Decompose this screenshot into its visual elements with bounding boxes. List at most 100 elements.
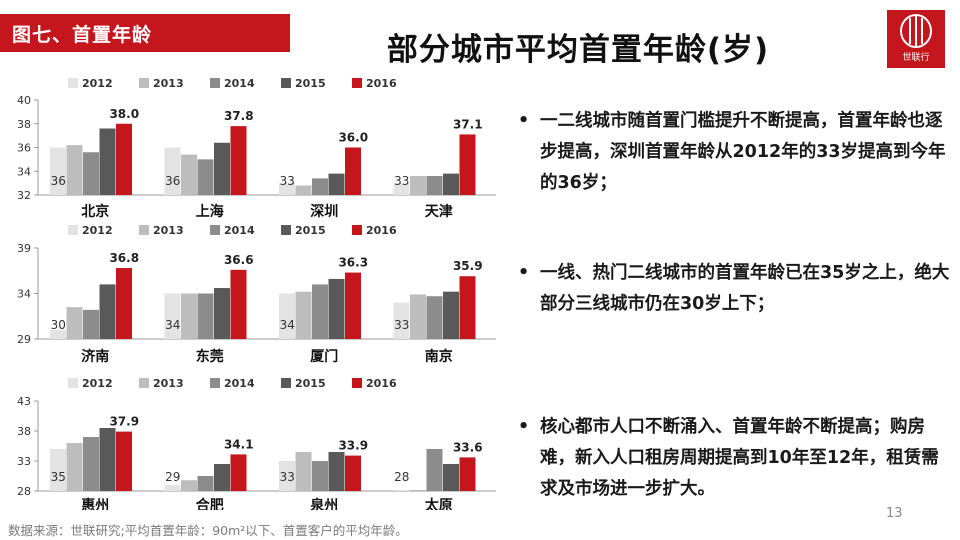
- page-title: 部分城市平均首置年龄(岁): [386, 32, 770, 68]
- data-label-2012: 28: [394, 470, 409, 484]
- y-tick-label: 40: [17, 94, 31, 107]
- bar: [410, 176, 426, 195]
- bar: [116, 268, 132, 339]
- bar: [443, 464, 459, 491]
- legend-swatch: [210, 225, 220, 235]
- category-label: 南京: [425, 348, 453, 365]
- y-tick-label: 39: [17, 242, 31, 255]
- y-tick-label: 34: [17, 165, 31, 178]
- bar: [164, 147, 181, 195]
- data-label-2016: 33.9: [338, 439, 368, 453]
- bar: [312, 461, 328, 491]
- bar: [279, 183, 295, 195]
- bar: [279, 293, 295, 339]
- logo-mark-icon: [900, 14, 932, 48]
- data-source-note: 数据来源：世联研究;平均首置年龄：90m²以下、首置客户的平均年龄。: [8, 523, 408, 538]
- legend-label: 2016: [366, 377, 397, 390]
- bar: [328, 452, 345, 491]
- bar: [312, 284, 328, 339]
- bar: [426, 176, 443, 195]
- legend-label: 2012: [82, 377, 113, 390]
- bar: [197, 476, 214, 491]
- bar: [295, 452, 312, 491]
- bar: [181, 480, 197, 491]
- legend-swatch: [68, 225, 78, 235]
- legend-label: 2015: [295, 224, 326, 237]
- bullet-text: 一二线城市随首置门槛提升不断提高，首置年龄也逐步提高，深圳首置年龄从2012年的…: [540, 111, 946, 193]
- legend-label: 2016: [366, 77, 397, 90]
- bar: [214, 464, 230, 491]
- y-tick-label: 29: [17, 333, 31, 346]
- bar: [99, 428, 116, 491]
- bar: [116, 431, 132, 491]
- category-label: 东莞: [196, 348, 224, 365]
- bar: [426, 296, 443, 339]
- category-label: 深圳: [310, 203, 338, 220]
- data-label-2012: 36: [51, 174, 66, 188]
- bullet-point-3: • 核心都市人口不断涌入、首置年龄不断提高；购房难，新入人口租房周期提高到10年…: [518, 412, 950, 505]
- bullet-point-2: • 一线、热门二线城市的首置年龄已在35岁之上，绝大部分三线城市仍在30岁上下；: [518, 258, 950, 320]
- bar: [393, 183, 410, 195]
- bar: [66, 145, 83, 195]
- bar: [214, 142, 230, 195]
- data-label-2012: 33: [394, 318, 409, 332]
- bar: [459, 134, 476, 195]
- bar: [230, 126, 247, 195]
- bar: [230, 454, 247, 491]
- section-tag: 图七、首置年龄: [0, 14, 290, 52]
- legend-label: 2014: [224, 224, 255, 237]
- bar: [66, 443, 83, 491]
- y-tick-label: 32: [17, 189, 31, 202]
- data-label-2016: 36.3: [338, 256, 368, 270]
- bullet-dot: •: [518, 263, 530, 283]
- bar: [443, 291, 459, 339]
- page-number: 13: [886, 506, 903, 521]
- bar: [197, 293, 214, 339]
- data-label-2016: 36.0: [338, 131, 368, 145]
- y-tick-label: 38: [17, 118, 31, 131]
- y-tick-label: 36: [17, 142, 31, 155]
- bar: [279, 461, 295, 491]
- legend-swatch: [139, 225, 149, 235]
- bar: [328, 173, 345, 195]
- data-label-2012: 34: [280, 318, 295, 332]
- bullet-dot: •: [518, 111, 530, 131]
- legend-swatch: [352, 78, 362, 88]
- data-label-2016: 34.1: [224, 437, 254, 451]
- legend-swatch: [210, 378, 220, 388]
- category-label: 上海: [196, 203, 224, 220]
- data-label-2012: 33: [280, 470, 295, 484]
- legend-label: 2012: [82, 77, 113, 90]
- bar: [426, 449, 443, 491]
- legend-label: 2013: [153, 77, 184, 90]
- bar: [410, 490, 426, 491]
- bar: [393, 490, 410, 491]
- bar: [83, 152, 99, 195]
- data-label-2016: 37.8: [224, 109, 254, 123]
- legend-swatch: [281, 378, 291, 388]
- bar: [99, 284, 116, 339]
- legend-swatch: [281, 225, 291, 235]
- data-label-2016: 33.6: [453, 440, 483, 454]
- bar: [83, 309, 99, 339]
- legend-swatch: [281, 78, 291, 88]
- bar: [214, 288, 230, 339]
- bar: [83, 437, 99, 491]
- y-tick-label: 33: [17, 455, 31, 468]
- bar: [345, 455, 361, 491]
- logo-text: 世联行: [902, 53, 930, 63]
- data-label-2016: 36.8: [109, 251, 139, 265]
- bullet-point-1: • 一二线城市随首置门槛提升不断提高，首置年龄也逐步提高，深圳首置年龄从2012…: [518, 106, 950, 199]
- legend-label: 2013: [153, 224, 184, 237]
- category-label: 济南: [81, 348, 109, 365]
- category-label: 天津: [425, 203, 453, 220]
- category-label: 惠州: [81, 497, 109, 510]
- data-label-2016: 37.1: [453, 117, 483, 131]
- company-logo: 世联行: [887, 10, 945, 68]
- category-label: 北京: [81, 203, 109, 220]
- legend-label: 2014: [224, 77, 255, 90]
- legend-label: 2014: [224, 377, 255, 390]
- bar: [410, 294, 426, 339]
- bar: [393, 302, 410, 339]
- bar: [197, 159, 214, 195]
